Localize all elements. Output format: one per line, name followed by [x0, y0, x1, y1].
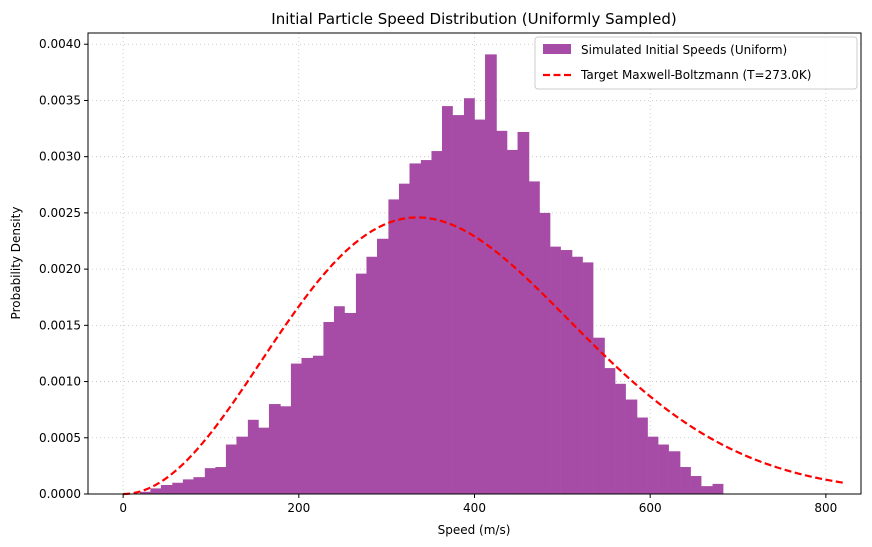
histogram-bar	[485, 54, 497, 495]
histogram-bar	[593, 337, 605, 494]
y-tick-label-5: 0.0025	[39, 206, 81, 220]
histogram-bar	[388, 199, 400, 494]
histogram-bar	[420, 160, 432, 494]
histogram-bar	[637, 417, 648, 494]
x-tick-label-2: 400	[463, 501, 486, 515]
histogram-bar	[712, 483, 724, 494]
histogram-bar	[560, 250, 573, 494]
x-tick-label-0: 0	[119, 501, 127, 515]
histogram-bar	[215, 467, 227, 494]
histogram-bar	[172, 482, 184, 494]
histogram-bar	[517, 131, 530, 494]
x-axis-label: Speed (m/s)	[438, 523, 511, 537]
histogram-bar	[193, 477, 206, 494]
histogram-bar	[647, 436, 659, 494]
y-tick-label-0: 0.0000	[39, 487, 81, 501]
y-tick-label-7: 0.0035	[39, 93, 81, 107]
y-tick-label-2: 0.0010	[39, 375, 81, 389]
legend: Simulated Initial Speeds (Uniform) Targe…	[534, 36, 858, 90]
x-tick-label-4: 800	[814, 501, 837, 515]
histogram-bar	[290, 363, 302, 494]
chart-title: Initial Particle Speed Distribution (Uni…	[271, 10, 676, 28]
histogram-bar	[323, 321, 335, 494]
histogram-bar	[280, 406, 292, 494]
histogram-bar	[258, 427, 270, 494]
histogram-bar	[680, 467, 691, 494]
histogram-bar	[690, 476, 702, 494]
y-axis-label: Probability Density	[9, 207, 23, 320]
histogram-bar	[333, 306, 345, 494]
legend-label-histogram: Simulated Initial Speeds (Uniform)	[581, 43, 787, 57]
histogram-bar	[658, 444, 669, 494]
histogram-bar	[474, 119, 486, 494]
histogram-bar	[268, 404, 281, 494]
legend-label-curve: Target Maxwell-Boltzmann (T=273.0K)	[580, 68, 811, 82]
x-tick-label-1: 200	[287, 501, 310, 515]
histogram-bar	[312, 355, 324, 494]
x-axis-ticks: 0 200 400 600 800	[119, 494, 837, 515]
histogram-bar	[572, 256, 583, 494]
x-tick-label-3: 600	[639, 501, 662, 515]
y-tick-label-6: 0.0030	[39, 150, 81, 164]
histogram-bars	[139, 54, 724, 495]
y-tick-label-4: 0.0020	[39, 262, 81, 276]
histogram-bar	[182, 479, 194, 494]
histogram-bar	[441, 106, 453, 495]
histogram-bar	[625, 399, 638, 494]
histogram-bar	[301, 357, 314, 494]
histogram-bar	[582, 262, 594, 494]
histogram-bar	[507, 149, 518, 494]
histogram-bar	[409, 163, 422, 495]
histogram-bar	[701, 486, 713, 494]
histogram-bar	[344, 312, 357, 494]
histogram-bar	[376, 238, 389, 494]
histogram-bar	[496, 130, 508, 494]
histogram-bar	[150, 488, 162, 494]
y-tick-label-1: 0.0005	[39, 431, 81, 445]
histogram-bar	[247, 419, 259, 494]
histogram-bar	[398, 183, 410, 495]
y-axis-ticks: 0.0000 0.0005 0.0010 0.0015 0.0020 0.0025 0.00…	[39, 37, 88, 501]
histogram-bar	[139, 491, 151, 494]
y-tick-label-3: 0.0015	[39, 318, 81, 332]
histogram-bar	[539, 212, 551, 494]
histogram-bar	[668, 451, 681, 494]
histogram-bar	[463, 98, 475, 495]
histogram-bar	[366, 256, 378, 494]
histogram-bar	[225, 444, 237, 494]
y-tick-label-8: 0.0040	[39, 37, 81, 51]
histogram-bar	[604, 368, 616, 494]
histogram-bar	[204, 468, 216, 494]
histogram-bar	[236, 436, 249, 494]
histogram-bar	[550, 246, 561, 494]
histogram-bar	[355, 273, 367, 494]
legend-swatch-histogram	[543, 44, 571, 54]
histogram-bar	[160, 485, 173, 494]
histogram-bar	[615, 383, 626, 494]
histogram-bar	[528, 181, 540, 495]
legend-box	[534, 36, 858, 90]
histogram-bar	[431, 151, 443, 494]
histogram-bar	[452, 115, 465, 494]
